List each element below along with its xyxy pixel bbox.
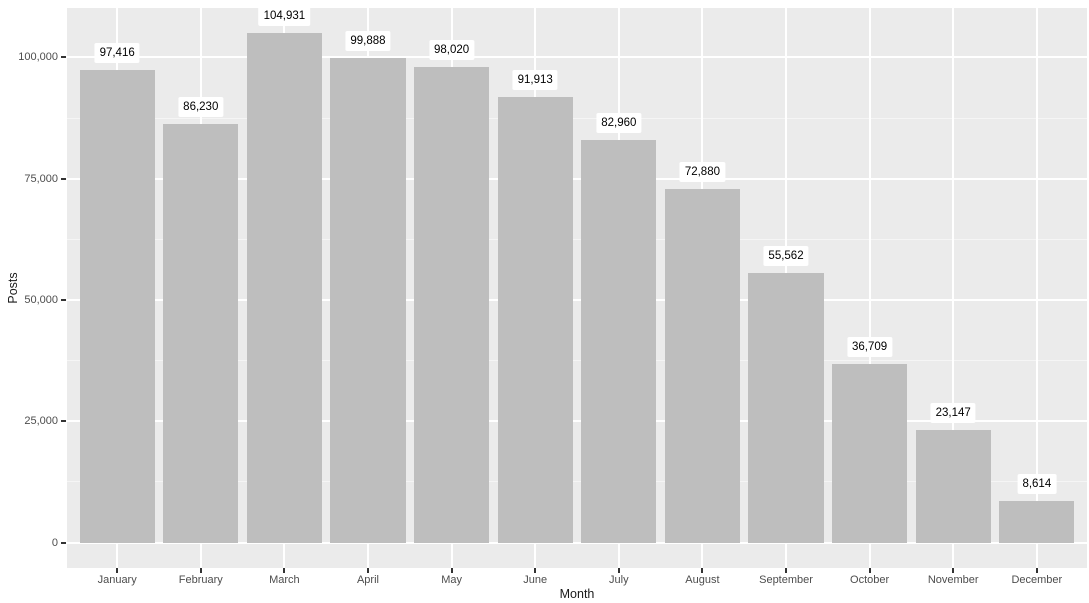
bar-value-label: 98,020: [428, 39, 475, 60]
major-gridline-x: [952, 8, 955, 568]
x-tick-label-july: July: [609, 574, 629, 586]
minor-gridline: [67, 117, 1087, 119]
x-tick-mark: [785, 568, 788, 573]
major-gridline-y: [67, 541, 1087, 544]
bar-value-label: 86,230: [178, 97, 224, 118]
bar-june: [497, 96, 573, 543]
major-gridline-x: [1035, 8, 1038, 568]
x-tick-mark: [1035, 568, 1038, 573]
bar-value-label: 8,614: [1017, 473, 1057, 494]
y-tick-mark: [61, 177, 66, 180]
bar-april: [330, 57, 406, 543]
x-tick-label-march: March: [269, 574, 300, 586]
bar-value-label: 82,960: [596, 113, 642, 134]
x-tick-mark: [283, 568, 286, 573]
major-gridline-y: [67, 56, 1087, 59]
x-tick-label-may: May: [441, 574, 462, 586]
y-axis-title: Posts: [6, 272, 20, 304]
bar-value-label: 99,888: [345, 30, 391, 51]
bar-july: [581, 140, 657, 543]
y-tick-mark: [61, 298, 66, 301]
bar-august: [664, 188, 741, 543]
bar-september: [748, 272, 824, 543]
bar-value-label: 72,880: [679, 161, 725, 182]
x-tick-mark: [617, 568, 620, 573]
minor-gridline: [67, 481, 1087, 483]
x-tick-mark: [366, 568, 369, 573]
bar-december: [999, 500, 1075, 543]
x-tick-label-december: December: [1011, 574, 1063, 586]
plot-panel: 97,416 86,230 104,931 99,888 98,020 91,913 82,…: [67, 6, 1087, 568]
major-gridline-y: [67, 177, 1087, 180]
y-tick-mark: [61, 56, 66, 59]
bar-value-label: 91,913: [512, 69, 558, 90]
major-gridline-y: [67, 298, 1087, 301]
x-tick-label-april: April: [356, 574, 379, 586]
y-tick-label: 0: [51, 536, 58, 549]
bar-march: [246, 33, 322, 543]
bar-november: [915, 430, 991, 543]
y-tick-mark: [61, 541, 66, 544]
x-tick-mark: [199, 568, 202, 573]
x-tick-label-september: September: [759, 574, 813, 586]
minor-gridline: [67, 238, 1087, 240]
x-axis-title: Month: [559, 587, 595, 601]
x-tick-mark: [952, 568, 955, 573]
bar-value-label: 97,416: [94, 42, 140, 63]
x-tick-label-january: January: [97, 574, 137, 586]
x-tick-mark: [868, 568, 871, 573]
x-tick-label-february: February: [178, 574, 223, 586]
x-tick-mark: [534, 568, 537, 573]
y-tick-label: 100,000: [18, 51, 58, 64]
x-tick-mark: [450, 568, 453, 573]
y-tick-mark: [61, 420, 66, 423]
x-tick-label-october: October: [850, 574, 890, 586]
x-tick-mark: [701, 568, 704, 573]
major-gridline-x: [868, 8, 871, 568]
x-tick-label-august: August: [685, 574, 720, 586]
bar-october: [832, 364, 908, 543]
major-gridline-y: [67, 420, 1087, 423]
x-tick-label-june: June: [523, 574, 548, 586]
bar-january: [79, 69, 155, 543]
y-tick-label: 50,000: [24, 293, 58, 306]
y-tick-label: 75,000: [24, 172, 58, 185]
x-tick-label-november: November: [927, 574, 979, 586]
bar-value-label: 104,931: [258, 6, 311, 27]
bar-may: [413, 66, 490, 543]
bar-value-label: 55,562: [763, 245, 809, 266]
bar-value-label: 23,147: [930, 403, 976, 424]
bar-february: [163, 124, 239, 543]
y-tick-label: 25,000: [24, 415, 58, 428]
minor-gridline: [67, 360, 1087, 362]
bar-value-label: 36,709: [847, 337, 893, 358]
x-tick-mark: [116, 568, 119, 573]
